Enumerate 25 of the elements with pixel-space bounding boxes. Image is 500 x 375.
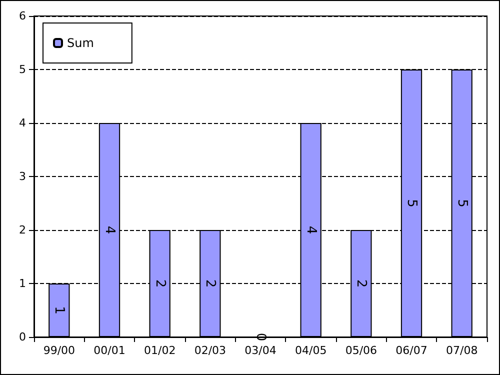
y-tick-label: 6 (19, 10, 26, 22)
x-tick-label: 00/01 (94, 344, 126, 357)
y-tick-label: 2 (19, 224, 26, 236)
data-label: 4 (102, 226, 117, 234)
y-tick-label: 4 (19, 116, 26, 130)
x-tick-label: 06/07 (396, 344, 428, 357)
x-tick-label: 07/08 (446, 344, 478, 357)
data-label: 5 (404, 199, 419, 208)
data-label: 4 (303, 226, 318, 234)
x-tick-label: 04/05 (294, 344, 327, 357)
data-label: 5 (454, 199, 470, 208)
y-tick-label: 5 (19, 63, 26, 76)
legend-label: Sum (67, 36, 94, 50)
data-label: 2 (354, 279, 369, 288)
data-label: 2 (152, 279, 168, 288)
x-tick-label: 03/04 (244, 344, 276, 357)
y-tick-label: 1 (19, 277, 26, 290)
x-tick-label: 01/02 (144, 344, 176, 357)
x-tick-label: 05/06 (345, 344, 378, 357)
y-tick-label: 0 (19, 330, 26, 344)
data-label: 2 (202, 279, 218, 288)
data-label: 1 (52, 306, 67, 314)
x-tick-label: 99/00 (43, 344, 76, 357)
x-tick-label: 02/03 (194, 344, 226, 357)
y-tick-label: 3 (19, 170, 26, 183)
